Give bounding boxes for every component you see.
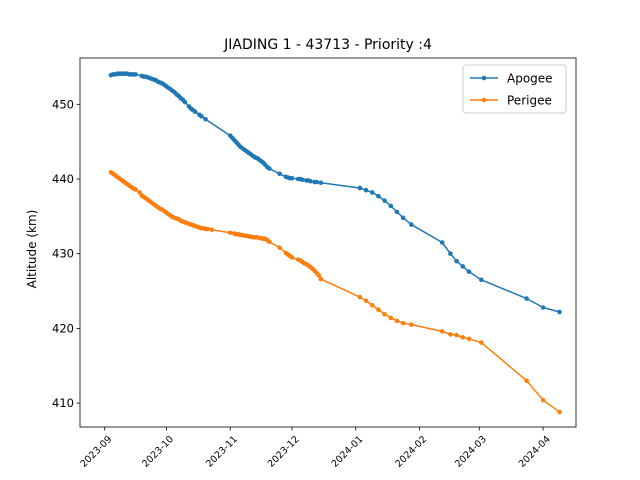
data-point-apogee: [409, 222, 414, 227]
data-point-perigee: [277, 245, 282, 251]
data-point-perigee: [289, 255, 295, 260]
legend-label-perigee: Perigee: [507, 94, 552, 108]
data-point-apogee: [479, 277, 484, 283]
data-point-perigee: [448, 332, 453, 337]
data-point-apogee: [394, 209, 400, 215]
data-point-apogee: [388, 203, 394, 209]
data-point-apogee: [203, 116, 208, 122]
data-point-perigee: [227, 230, 233, 236]
series-layer: [108, 71, 562, 415]
data-point-apogee: [382, 198, 387, 203]
legend-label-apogee: Apogee: [507, 72, 553, 86]
data-point-perigee: [540, 397, 546, 403]
data-point-apogee: [460, 264, 466, 269]
data-point-apogee: [524, 296, 529, 301]
chart-title: JIADING 1 - 43713 - Priority :4: [223, 37, 432, 53]
data-point-perigee: [479, 340, 484, 345]
y-tick-label: 410: [52, 396, 74, 410]
data-point-perigee: [460, 335, 466, 340]
legend-box: [462, 64, 567, 114]
series-apogee: [108, 71, 562, 315]
y-tick-label: 430: [52, 247, 74, 261]
data-point-apogee: [182, 99, 188, 105]
data-point-perigee: [439, 329, 445, 334]
data-point-perigee: [267, 239, 272, 245]
data-point-apogee: [376, 193, 381, 199]
data-point-perigee: [382, 311, 387, 317]
data-point-apogee: [439, 240, 445, 245]
data-point-apogee: [540, 305, 546, 310]
data-point-apogee: [314, 179, 319, 185]
data-point-perigee: [316, 273, 322, 278]
data-point-perigee: [318, 276, 324, 282]
data-point-perigee: [376, 307, 381, 313]
y-tick-label: 450: [52, 97, 74, 111]
data-point-perigee: [205, 226, 210, 232]
y-tick-label: 440: [52, 172, 74, 186]
legend: Apogee Perigee: [462, 64, 567, 114]
data-point-perigee: [400, 320, 406, 326]
data-point-apogee: [557, 309, 562, 315]
data-point-apogee: [448, 251, 453, 256]
data-point-apogee: [454, 258, 459, 264]
data-point-perigee: [209, 227, 215, 233]
legend-marker-perigee: [481, 97, 487, 103]
data-point-perigee: [524, 378, 529, 383]
data-point-perigee: [409, 322, 414, 327]
legend-entry-apogee: Apogee: [470, 72, 553, 86]
data-point-apogee: [299, 177, 305, 183]
data-point-apogee: [199, 113, 204, 119]
data-point-perigee: [357, 294, 363, 300]
data-point-perigee: [394, 318, 400, 324]
y-tick-label: 420: [52, 321, 74, 335]
data-point-perigee: [557, 409, 562, 415]
series-perigee: [108, 169, 562, 415]
legend-entry-perigee: Perigee: [470, 94, 552, 108]
data-point-apogee: [357, 185, 363, 191]
y-axis-label: Altitude (km): [25, 210, 39, 289]
data-point-perigee: [363, 298, 369, 304]
data-point-apogee: [308, 178, 313, 184]
data-point-apogee: [133, 72, 138, 77]
legend-marker-apogee: [481, 75, 487, 81]
data-point-apogee: [369, 190, 375, 195]
plot-frame: [79, 57, 577, 428]
data-point-apogee: [466, 269, 472, 274]
data-point-perigee: [388, 315, 394, 321]
data-point-apogee: [363, 187, 369, 193]
data-point-apogee: [277, 171, 282, 177]
data-point-apogee: [400, 215, 406, 221]
data-point-apogee: [192, 109, 198, 115]
data-point-apogee: [267, 166, 272, 171]
data-point-apogee: [289, 175, 295, 181]
data-point-perigee: [133, 187, 138, 192]
data-point-perigee: [466, 336, 472, 342]
data-point-apogee: [318, 180, 324, 186]
data-point-perigee: [454, 332, 459, 338]
data-point-perigee: [369, 302, 375, 308]
